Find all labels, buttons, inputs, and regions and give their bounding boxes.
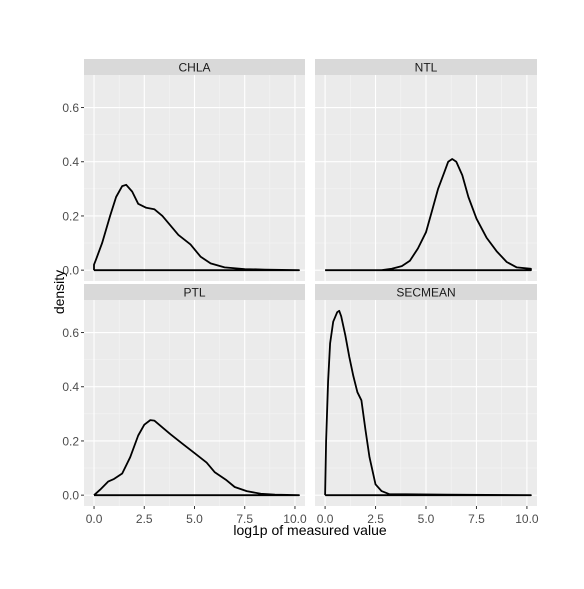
y-tick-label: 0.4	[62, 155, 79, 169]
x-tick-label: 2.5	[136, 512, 153, 526]
facet-title: SECMEAN	[396, 286, 455, 300]
x-tick-label: 5.0	[418, 512, 435, 526]
x-axis-label: log1p of measured value	[233, 522, 387, 538]
y-tick-label: 0.6	[62, 326, 79, 340]
x-tick-label: 5.0	[186, 512, 203, 526]
y-axis-label: density	[51, 270, 67, 314]
y-tick-label: 0.4	[62, 380, 79, 394]
facet-title: PTL	[183, 286, 205, 300]
x-tick-label: 10.0	[515, 512, 539, 526]
facet-panel-ntl: NTL	[315, 59, 537, 281]
x-tick-label: 0.0	[86, 512, 103, 526]
y-tick-label: 0.2	[62, 209, 79, 223]
y-tick-label: 0.2	[62, 434, 79, 448]
x-tick-label: 7.5	[468, 512, 485, 526]
facet-title: CHLA	[178, 61, 210, 75]
facet-title: NTL	[415, 61, 438, 75]
y-tick-label: 0.6	[62, 101, 79, 115]
y-tick-label: 0.0	[62, 489, 79, 503]
